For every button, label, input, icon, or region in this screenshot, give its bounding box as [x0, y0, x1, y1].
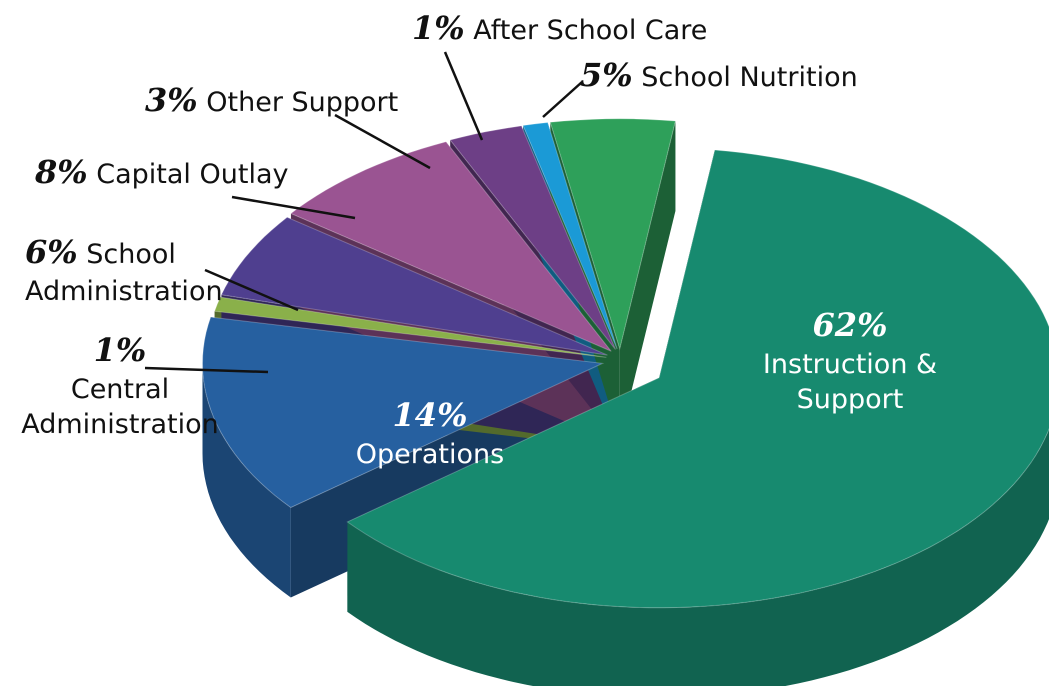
slice-side — [347, 429, 1049, 686]
percent-label: 5% — [580, 56, 633, 94]
percent-label: 14% — [392, 396, 468, 434]
percent-label: 62% — [812, 306, 888, 344]
slice — [346, 149, 1049, 609]
category-label: School Nutrition — [641, 62, 858, 93]
percent-label: 6% — [25, 233, 78, 271]
leader-line — [542, 81, 583, 118]
category-label: Other Support — [206, 87, 399, 118]
slice — [522, 121, 618, 350]
slice-label: 6% School Administration — [25, 232, 235, 309]
category-label: Instruction & Support — [762, 348, 938, 415]
slice-label: 14% Operations — [320, 395, 540, 472]
slice — [549, 118, 677, 351]
slice — [220, 216, 608, 356]
slice — [213, 296, 607, 358]
slice-side — [202, 363, 291, 598]
leader-line — [334, 113, 431, 170]
slice-label: 1% After School Care — [412, 8, 732, 50]
leader-line — [144, 366, 269, 374]
slice — [449, 125, 616, 350]
leader-line — [443, 51, 484, 141]
category-label: School Administration — [25, 239, 223, 307]
percent-label: 3% — [145, 81, 198, 119]
percent-label: 8% — [35, 153, 88, 191]
slice-label: 1% Central Administration — [10, 330, 230, 442]
category-label: Capital Outlay — [96, 159, 289, 190]
category-label: Central Administration — [21, 373, 219, 440]
slice-label: 62% Instruction & Support — [740, 305, 960, 417]
slice-label: 5% School Nutrition — [580, 55, 900, 97]
leader-line — [204, 268, 299, 312]
leader-line — [231, 195, 356, 220]
slice-edge — [619, 121, 676, 439]
slice-label: 8% Capital Outlay — [35, 152, 335, 194]
category-label: Operations — [355, 438, 505, 470]
slice — [201, 316, 605, 509]
category-label: After School Care — [473, 15, 708, 46]
percent-label: 1% — [93, 331, 147, 369]
slice — [289, 141, 612, 352]
percent-label: 1% — [412, 9, 465, 47]
slice-label: 3% Other Support — [145, 80, 445, 122]
